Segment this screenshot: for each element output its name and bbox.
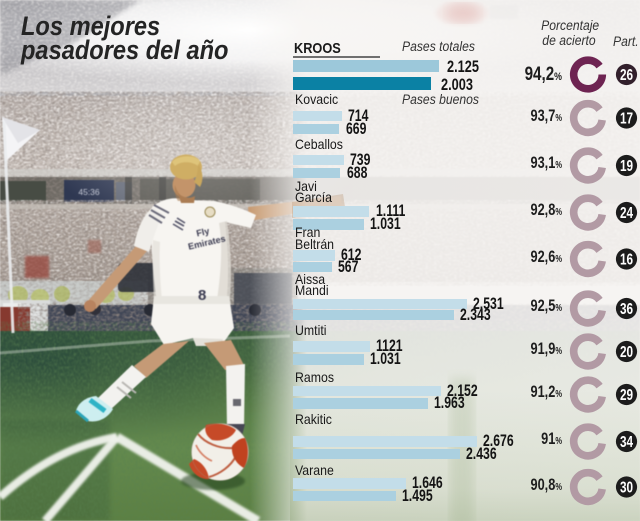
svg-text:26: 26: [620, 67, 633, 84]
svg-text:30: 30: [620, 479, 633, 496]
svg-text:19: 19: [620, 158, 633, 175]
svg-text:20: 20: [620, 344, 633, 361]
svg-text:16: 16: [620, 251, 633, 268]
svg-text:36: 36: [620, 301, 633, 318]
svg-text:34: 34: [620, 434, 633, 451]
svg-text:17: 17: [620, 110, 633, 127]
svg-text:29: 29: [620, 387, 633, 404]
svg-text:24: 24: [620, 205, 633, 222]
